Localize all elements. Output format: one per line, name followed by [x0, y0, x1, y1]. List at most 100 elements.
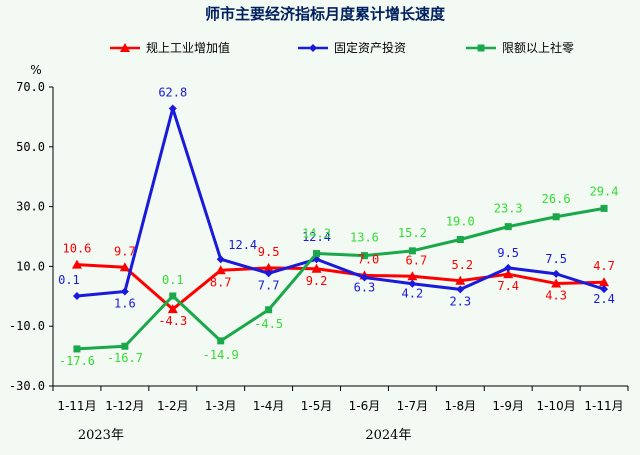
data-labels: 10.6 9.7 -4.3 8.7 9.5 9.2 7.0 6.7 5.2 7.4 4.3 4.7 0.…: [58, 86, 618, 368]
data-label: 6.3: [354, 280, 376, 294]
data-point: [552, 213, 560, 221]
data-point: [504, 263, 513, 272]
data-label: 5.2: [451, 258, 473, 272]
data-point: [360, 252, 368, 260]
data-point: [455, 275, 466, 285]
x-tick-label: 1-9月: [492, 399, 524, 413]
data-label: 29.4: [590, 184, 619, 198]
year-label: 2024年: [365, 428, 411, 443]
legend-marker: [477, 44, 485, 52]
data-label: 9.2: [306, 274, 328, 288]
chart-title: 师市主要经济指标月度累计增长速度: [205, 5, 446, 23]
data-point: [600, 204, 608, 212]
series-layer: [71, 104, 610, 353]
data-label: 7.4: [497, 279, 519, 293]
data-point: [504, 223, 512, 231]
year-label: 2023年: [78, 428, 124, 443]
data-point: [456, 235, 464, 243]
data-label: 9.5: [497, 246, 519, 260]
data-point: [408, 247, 416, 255]
data-point: [169, 292, 177, 300]
data-label: 0.1: [162, 273, 184, 287]
data-point: [119, 262, 130, 272]
data-point: [456, 285, 465, 294]
data-label: 2.3: [449, 294, 471, 308]
x-tick-label: 1-10月: [537, 399, 576, 413]
data-label: 26.6: [542, 192, 571, 206]
data-label: 10.6: [63, 242, 92, 256]
data-point: [217, 337, 225, 345]
data-point: [313, 250, 321, 258]
x-tick-label: 1-8月: [444, 399, 476, 413]
legend: 规上工业增加值 固定资产投资 限额以上社零: [110, 40, 574, 55]
x-tick-label: 1-2月: [157, 399, 189, 413]
data-label: 7.5: [545, 252, 567, 266]
legend-marker: [120, 43, 130, 52]
series-line: [76, 263, 605, 311]
y-unit-label: %: [30, 63, 41, 77]
data-label: 19.0: [446, 214, 475, 228]
data-label: -17.6: [59, 354, 95, 368]
x-tick-label: 1-6月: [349, 399, 381, 413]
data-point: [311, 263, 322, 273]
data-label: 62.8: [158, 86, 187, 100]
data-point: [121, 342, 129, 350]
data-point: [215, 265, 226, 275]
data-point: [600, 285, 609, 294]
data-point: [503, 269, 514, 279]
data-label: 2.4: [593, 292, 615, 306]
data-label: 9.7: [114, 244, 136, 258]
data-label: 4.7: [593, 259, 615, 273]
data-point: [72, 292, 81, 301]
data-label: 7.0: [358, 252, 380, 266]
x-tick-label: 1-7月: [397, 399, 429, 413]
legend-entry: 规上工业增加值: [146, 40, 230, 55]
data-point: [73, 345, 81, 353]
y-tick-label: -30.0: [9, 379, 45, 393]
data-label: 23.3: [494, 202, 523, 216]
data-label: 6.7: [406, 253, 428, 267]
data-point: [599, 277, 610, 287]
x-tick-label: 1-11月: [57, 399, 96, 413]
legend-entry: 固定资产投资: [334, 40, 406, 55]
y-tick-label: 30.0: [16, 200, 45, 214]
series-line: [76, 206, 605, 351]
data-label: 4.3: [545, 288, 567, 302]
x-tick-label: 1-4月: [253, 399, 285, 413]
series-line: [76, 107, 605, 298]
legend-entry: 限额以上社零: [502, 40, 574, 55]
data-label: -4.5: [254, 317, 283, 331]
data-label: -14.9: [203, 348, 239, 362]
data-point: [168, 104, 177, 113]
data-point: [265, 306, 273, 314]
x-tick-label: 1-3月: [205, 399, 237, 413]
data-label: 1.6: [114, 297, 136, 311]
data-label: 15.2: [398, 226, 427, 240]
data-label: 4.2: [402, 287, 424, 301]
data-label: 12.4: [228, 238, 257, 252]
x-tick-label: 1-12月: [105, 399, 144, 413]
y-tick-label: 50.0: [16, 140, 45, 154]
data-point: [167, 304, 178, 314]
data-point: [408, 279, 417, 288]
data-label: 0.1: [58, 273, 80, 287]
data-label: -16.7: [107, 351, 143, 365]
data-point: [216, 255, 225, 264]
axes: 70.0 50.0 30.0 10.0 -10.0 -30.0 1-11月 1-12月 1-2月…: [9, 80, 629, 443]
x-tick-label: 1-5月: [301, 399, 333, 413]
y-tick-label: 10.0: [16, 259, 45, 273]
data-point: [552, 269, 561, 278]
data-point: [264, 269, 273, 278]
data-label: 14.3: [302, 227, 331, 241]
legend-marker: [309, 44, 317, 52]
data-point: [551, 278, 562, 288]
data-label: 7.7: [258, 278, 280, 292]
data-point: [360, 273, 369, 282]
x-tick-label: 1-11月: [584, 399, 623, 413]
data-point: [407, 271, 418, 281]
data-label: 9.5: [258, 245, 280, 259]
data-point: [120, 287, 129, 296]
data-label: -4.3: [158, 314, 187, 328]
